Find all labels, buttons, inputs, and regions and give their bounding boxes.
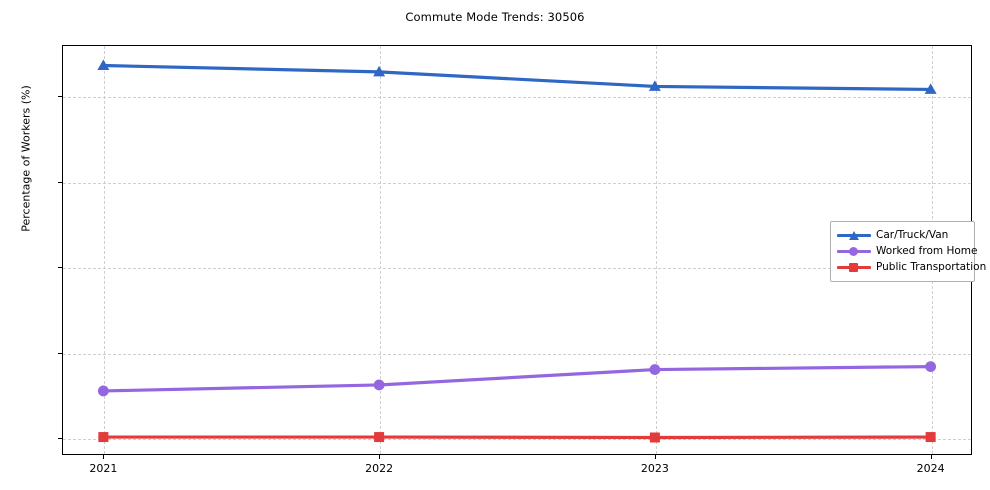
- gridline-horizontal: [63, 353, 971, 355]
- legend-label: Public Transportation: [876, 261, 987, 273]
- legend-swatch: [837, 228, 871, 242]
- x-tick-label: 2022: [365, 462, 394, 475]
- gridline-horizontal: [63, 182, 971, 184]
- gridline-vertical: [380, 46, 382, 454]
- legend-marker-circle-icon: [849, 247, 858, 256]
- gridline-vertical: [655, 46, 657, 454]
- x-tick-mark: [103, 455, 105, 459]
- gridline-horizontal: [63, 268, 971, 270]
- x-tick-label: 2021: [89, 462, 118, 475]
- chart-legend: Car/Truck/Van Worked from Home Public Tran…: [830, 221, 986, 282]
- legend-item[interactable]: Worked from Home: [837, 243, 977, 259]
- y-axis-label: Percentage of Workers (%): [19, 85, 33, 232]
- chart-title: Commute Mode Trends: 30506: [405, 10, 585, 24]
- gridline-horizontal: [63, 438, 971, 440]
- y-tick-mark: [58, 352, 62, 354]
- y-tick-mark: [58, 267, 62, 269]
- gridline-vertical: [104, 46, 106, 454]
- legend-swatch: [837, 260, 871, 274]
- legend-item[interactable]: Public Transportation: [837, 259, 986, 275]
- x-tick-label: 2024: [916, 462, 945, 475]
- x-tick-mark: [930, 455, 932, 459]
- x-tick-label: 2023: [640, 462, 669, 475]
- legend-label: Worked from Home: [876, 245, 978, 257]
- legend-marker-square-icon: [849, 263, 858, 272]
- legend-swatch: [837, 244, 871, 258]
- gridline-horizontal: [63, 97, 971, 99]
- legend-item[interactable]: Car/Truck/Van: [837, 227, 968, 243]
- y-tick-mark: [58, 437, 62, 439]
- legend-label: Car/Truck/Van: [876, 229, 949, 241]
- x-tick-mark: [654, 455, 656, 459]
- y-tick-mark: [58, 181, 62, 183]
- y-tick-mark: [58, 96, 62, 98]
- legend-marker-triangle-icon: [849, 231, 859, 240]
- x-tick-mark: [379, 455, 381, 459]
